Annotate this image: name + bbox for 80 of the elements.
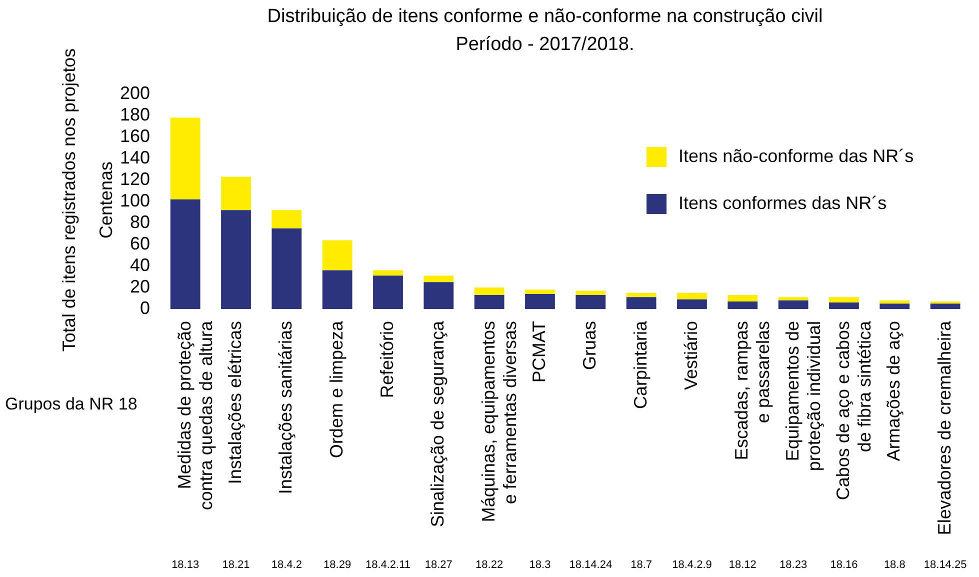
- x-tick-label: Instalações sanitárias: [276, 321, 296, 494]
- bar: [170, 199, 200, 309]
- text: 18.7: [630, 559, 652, 572]
- bar: [829, 297, 859, 303]
- y-tick-label: 160: [120, 126, 150, 146]
- text: 18.3: [529, 559, 551, 572]
- bar: [576, 295, 606, 309]
- x-tick-label: Máquinas, equipamentos e ferramentas diversas: [478, 321, 520, 522]
- y-tick-label: 0: [140, 298, 150, 318]
- x-tick-label: Refeitório: [376, 321, 397, 398]
- x-tick-label: PCMAT: [528, 321, 549, 383]
- y-axis-title: Total de itens registrados nos projetos: [58, 48, 79, 352]
- bar: [221, 210, 251, 309]
- x-tick-label: Vestiário: [680, 321, 701, 390]
- x-tick-label: Medidas de proteção contra quedas de altura: [174, 320, 216, 510]
- bar: [677, 292, 707, 300]
- y-tick-label: 200: [120, 82, 150, 103]
- x-tick-label: Armações de aço: [884, 321, 904, 462]
- text: 18.8: [884, 559, 906, 572]
- bar: [525, 290, 555, 294]
- y-tick-label: 40: [130, 254, 150, 275]
- y-tick-label: 140: [120, 147, 150, 168]
- legend-label: Itens não-conforme das NR´s: [678, 146, 914, 166]
- legend-label: Itens conformes das NR´s: [678, 192, 887, 213]
- bar: [576, 290, 606, 296]
- x-tick-label: Ordem e limpeza: [326, 320, 346, 458]
- bar: [829, 302, 859, 309]
- bar: [272, 228, 302, 309]
- x-tick-label: Escadas, rampas e passarelas: [732, 321, 774, 460]
- bar: [221, 176, 251, 210]
- text: 18.4.2.9: [672, 559, 712, 572]
- bar: [880, 304, 910, 309]
- bar: [525, 294, 555, 309]
- bar: [373, 270, 403, 276]
- bar: [728, 301, 758, 309]
- bar: [272, 210, 302, 228]
- text: 18.27: [424, 559, 452, 572]
- text: 18.13: [172, 559, 200, 572]
- bar: [778, 297, 808, 300]
- x-tick-label: Sinalização de segurança: [428, 320, 448, 528]
- bar: [626, 292, 656, 298]
- text: 18.14.25: [924, 559, 967, 572]
- text: 18.4.2: [271, 559, 302, 572]
- chart-title: Distribuição de itens conforme e não-conforme na construção civil: [267, 6, 823, 28]
- text: 18.22: [476, 559, 504, 572]
- bar: [930, 301, 960, 304]
- bar: [728, 295, 758, 302]
- bar: [626, 297, 656, 309]
- bar: [322, 270, 352, 309]
- y-tick-label: 60: [130, 233, 150, 254]
- bar: [677, 299, 707, 309]
- bar: [474, 288, 504, 296]
- y-tick-label: 80: [130, 212, 150, 232]
- y-tick-label: 180: [120, 104, 150, 124]
- text: 18.21: [222, 559, 250, 572]
- text: 18.29: [324, 559, 352, 572]
- bar: [880, 300, 910, 304]
- bar: [474, 295, 504, 309]
- bar: [424, 282, 454, 309]
- text: 18.23: [780, 559, 808, 572]
- y-tick-label: 120: [120, 168, 150, 189]
- text: Centenas: [96, 161, 116, 239]
- y-tick-label: 20: [130, 276, 150, 296]
- bar: [778, 300, 808, 309]
- x-tick-label: Carpintaria: [630, 320, 650, 410]
- x-tick-label: Elevadores de cremalheira: [934, 320, 954, 536]
- bar: [322, 240, 352, 270]
- x-tick-label: Instalações elétricas: [224, 321, 245, 484]
- bar: [170, 118, 200, 200]
- text: 18.12: [728, 559, 756, 572]
- x-tick-label: Gruas: [580, 321, 600, 370]
- text: 18.16: [830, 559, 858, 572]
- bar: [373, 276, 403, 309]
- text: 18.14.24: [569, 559, 612, 572]
- text: 18.4.2.11: [365, 559, 411, 572]
- bar: [930, 304, 960, 309]
- y-tick-label: 100: [120, 190, 150, 210]
- bar: [424, 276, 454, 282]
- chart-subtitle: Período - 2017/2018.: [456, 34, 634, 56]
- x-axis-title: Grupos da NR 18: [5, 394, 138, 414]
